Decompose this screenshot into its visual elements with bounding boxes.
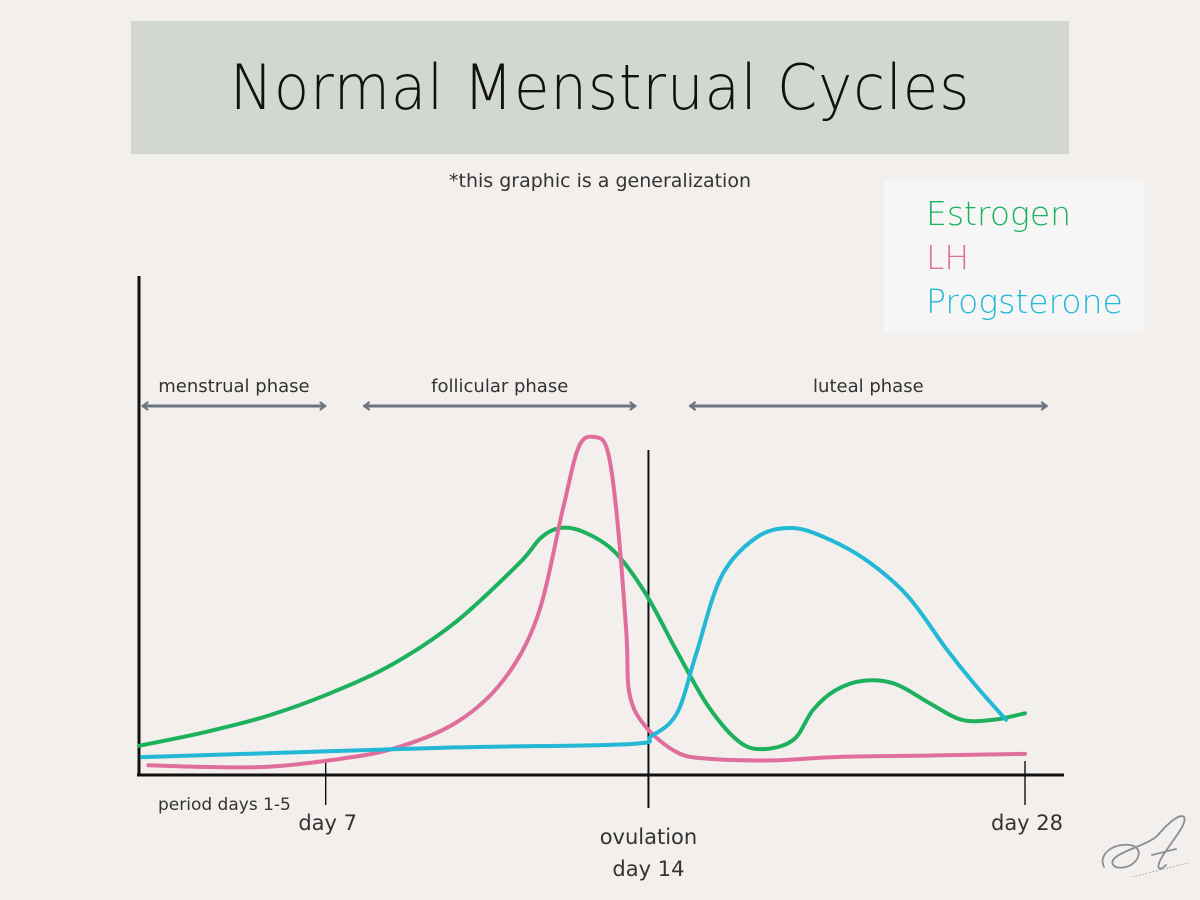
series-line-progsterone [140,526,1008,760]
tick-label: day 7 [298,811,357,835]
phase-arrows: menstrual phase follicular phase luteal ph… [141,376,1048,406]
legend-item-estrogen: Estrogen [926,194,1072,233]
chart-subtitle: *this graphic is a generalization [449,170,751,192]
chart-title: Normal Menstrual Cycles [229,51,971,124]
ovulation-day-label: day 14 [612,857,684,881]
legend: Estrogen LH Progsterone [884,180,1144,333]
series-line-lh [146,434,1027,770]
brand-signature-logo [1101,815,1189,878]
ovulation-label: ovulation [600,825,698,849]
series-lines [137,434,1027,770]
tick-label: day 28 [991,811,1063,835]
phase-label: follicular phase [431,376,568,397]
legend-item-lh: LH [926,238,970,277]
legend-item-progesterone: Progsterone [926,282,1123,321]
title-banner: Normal Menstrual Cycles [131,21,1069,154]
phase-label: menstrual phase [158,376,309,397]
series-line-estrogen [137,525,1027,752]
period-label: period days 1-5 [158,795,291,815]
phase-label: luteal phase [813,376,924,397]
x-ticks: day 7 day 28 [298,761,1063,835]
